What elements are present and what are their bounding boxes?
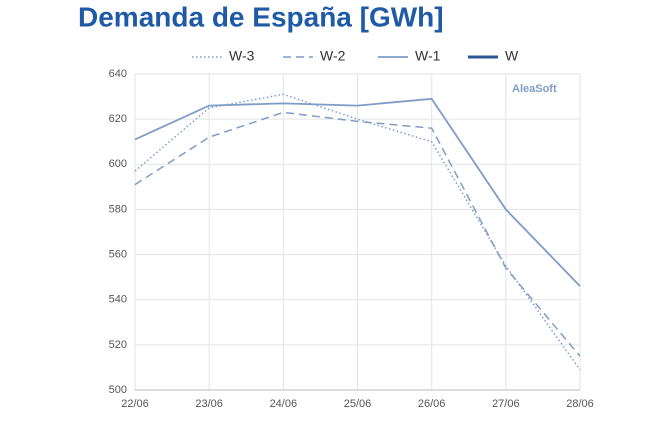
- legend-label: W: [505, 48, 519, 64]
- series-line: [134, 93, 581, 371]
- x-tick-label: 24/06: [270, 398, 298, 410]
- series-line: [134, 111, 581, 357]
- x-tick-label: 26/06: [418, 398, 446, 410]
- series-line: [134, 97, 581, 287]
- x-tick-label: 23/06: [195, 398, 223, 410]
- legend-label: W-2: [320, 48, 346, 64]
- x-tick-label: 22/06: [121, 398, 149, 410]
- y-tick-label: 580: [109, 203, 127, 215]
- x-tick-label: 25/06: [344, 398, 372, 410]
- x-tick-label: 27/06: [492, 398, 520, 410]
- chart-title: Demanda de España [GWh]: [78, 1, 444, 32]
- legend-label: W-1: [415, 48, 441, 64]
- y-tick-label: 620: [109, 113, 127, 125]
- y-tick-label: 520: [109, 339, 127, 351]
- watermark: AleaSoft: [512, 83, 557, 95]
- y-tick-label: 540: [109, 294, 127, 306]
- x-tick-label: 28/06: [566, 398, 594, 410]
- legend-label: W-3: [229, 48, 255, 64]
- y-tick-label: 600: [109, 158, 127, 170]
- y-tick-label: 500: [109, 384, 127, 396]
- y-tick-label: 640: [109, 68, 127, 80]
- y-tick-label: 560: [109, 248, 127, 260]
